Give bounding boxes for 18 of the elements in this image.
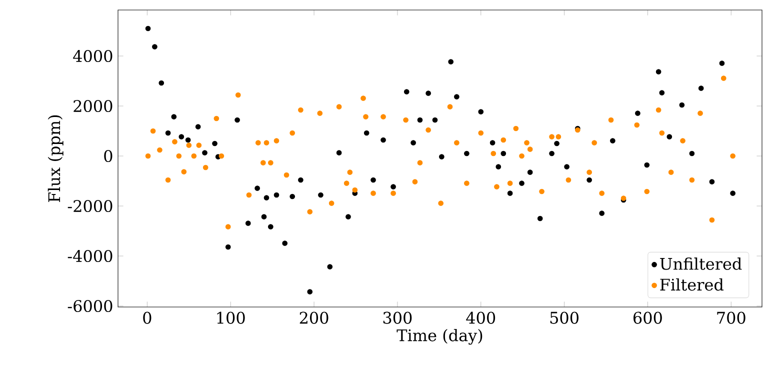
y-axis-title: Flux (ppm) <box>48 115 64 202</box>
x-tick-label: 500 <box>550 312 578 324</box>
x-tick-label: 700 <box>717 312 746 324</box>
y-tick-label: 4000 <box>73 50 112 62</box>
x-tick-label: 300 <box>383 312 412 324</box>
x-tick-label: 600 <box>634 312 662 324</box>
x-tick-label: 100 <box>217 312 245 324</box>
legend-label: Unfiltered <box>660 258 742 270</box>
legend-label: Filtered <box>660 278 724 291</box>
x-tick-label: 200 <box>300 312 328 324</box>
y-tick-label: -2000 <box>68 200 112 212</box>
x-tick-label: 400 <box>466 312 496 324</box>
y-tick-label: 0 <box>104 150 112 162</box>
x-tick-label: 0 <box>143 312 152 324</box>
y-tick-label: -4000 <box>68 250 112 262</box>
y-tick-label: -6000 <box>68 300 112 312</box>
y-tick-label: 2000 <box>74 100 112 112</box>
x-axis-title: Time (day) <box>396 328 482 345</box>
